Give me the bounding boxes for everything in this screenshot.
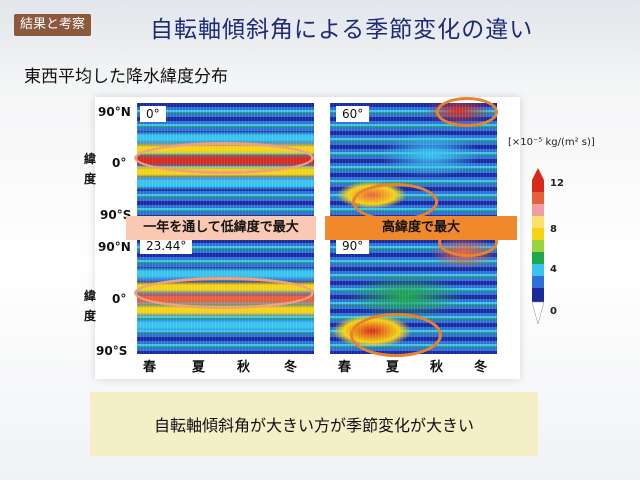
highlight-equator-23 — [134, 277, 314, 309]
callout-high-latitude: 高緯度で最大 — [325, 216, 517, 240]
season-spring-left: 春 — [143, 360, 157, 375]
colorbar-band-4 — [532, 216, 544, 228]
colorbar-band-5 — [532, 228, 544, 240]
highlight-highlat-90b — [350, 313, 442, 357]
panel-label-90: 90° — [336, 238, 370, 254]
panel-label-23: 23.44° — [140, 238, 193, 254]
y-label-equator-top: 0° — [112, 156, 127, 170]
y-axis-name-top-2: 度 — [84, 172, 97, 186]
slide-title: 自転軸傾斜角による季節変化の違い — [150, 17, 534, 43]
legend-unit: [×10⁻⁵ kg/(m² s)] — [508, 137, 595, 148]
season-autumn-right: 秋 — [430, 360, 444, 375]
colorbar-band-2 — [532, 192, 544, 204]
y-label-90n-top: 90°N — [98, 105, 131, 119]
colorbar-top-cap — [532, 168, 544, 180]
y-label-90n-bottom: 90°N — [98, 240, 131, 254]
legend-colorbar — [531, 168, 545, 325]
y-label-equator-bottom: 0° — [112, 292, 127, 306]
season-spring-right: 春 — [338, 360, 352, 375]
colorbar-band-7 — [532, 252, 544, 264]
colorbar-band-10 — [532, 288, 544, 302]
legend-tick-4: 4 — [550, 264, 557, 275]
legend-tick-8: 8 — [550, 224, 557, 235]
conclusion-box: 自転軸傾斜角が大きい方が季節変化が大きい — [90, 392, 538, 456]
legend-tick-12: 12 — [550, 178, 564, 189]
colorbar-band-8 — [532, 264, 544, 276]
panel-label-60: 60° — [336, 106, 370, 122]
colorbar-band-1 — [532, 180, 544, 192]
y-axis-name-top-1: 緯 — [84, 152, 97, 166]
colorbar-bottom-cap — [531, 301, 545, 325]
season-autumn-left: 秋 — [237, 360, 251, 375]
season-winter-left: 冬 — [284, 360, 298, 375]
y-label-90s-bottom: 90°S — [96, 344, 128, 358]
colorbar-band-9 — [532, 276, 544, 288]
season-winter-right: 冬 — [474, 360, 488, 375]
highlight-equator-0 — [134, 142, 314, 174]
callout-low-latitude: 一年を通して低緯度で最大 — [126, 216, 316, 240]
y-axis-name-bottom-1: 緯 — [84, 289, 97, 303]
y-axis-name-bottom-2: 度 — [84, 309, 97, 323]
season-summer-right: 夏 — [386, 360, 400, 375]
section-tag: 結果と考察 — [14, 14, 92, 36]
slide-subtitle: 東西平均した降水緯度分布 — [24, 67, 228, 87]
colorbar-band-6 — [532, 240, 544, 252]
legend-tick-0: 0 — [550, 306, 557, 317]
panel-label-0: 0° — [140, 106, 166, 122]
season-summer-left: 夏 — [192, 360, 206, 375]
y-label-90s-top: 90°S — [100, 208, 132, 222]
colorbar-band-3 — [532, 204, 544, 216]
highlight-highlat-60a — [436, 97, 498, 127]
